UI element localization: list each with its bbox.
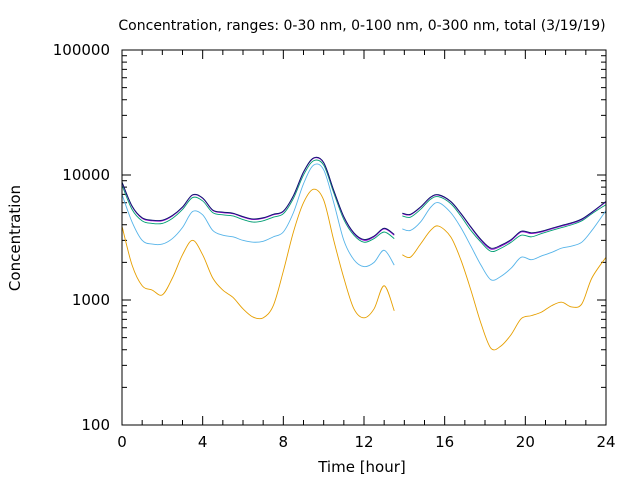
series-1-line <box>121 188 395 320</box>
series-4-line <box>121 157 395 241</box>
series-4-line <box>402 194 607 250</box>
series-2-line <box>121 163 395 268</box>
series-1-line <box>402 225 607 351</box>
x-tick-label: 0 <box>117 433 127 451</box>
series-5-line <box>402 194 607 249</box>
x-tick-label: 24 <box>596 433 615 451</box>
x-tick-label: 16 <box>435 433 454 451</box>
series-3-line <box>121 159 395 243</box>
chart-title: Concentration, ranges: 0-30 nm, 0-100 nm… <box>118 18 605 34</box>
x-axis-label: Time [hour] <box>317 458 406 476</box>
y-tick-label: 100 <box>81 416 110 434</box>
series-3-line <box>402 196 607 253</box>
x-tick-label: 8 <box>279 433 289 451</box>
x-tick-label: 20 <box>516 433 535 451</box>
y-tick-label: 10000 <box>62 166 110 184</box>
plot-frame <box>121 49 607 426</box>
x-tick-label: 12 <box>354 433 373 451</box>
plot-series <box>121 156 607 351</box>
y-axis-label: Concentration <box>6 185 24 291</box>
x-tick-label: 4 <box>198 433 208 451</box>
series-2-line <box>402 202 607 281</box>
series-5-line <box>121 156 395 240</box>
y-tick-label: 1000 <box>72 291 110 309</box>
axes: 0 4 8 12 16 20 24 100 1000 10000 100000 <box>53 41 616 451</box>
y-tick-label: 100000 <box>53 41 110 59</box>
